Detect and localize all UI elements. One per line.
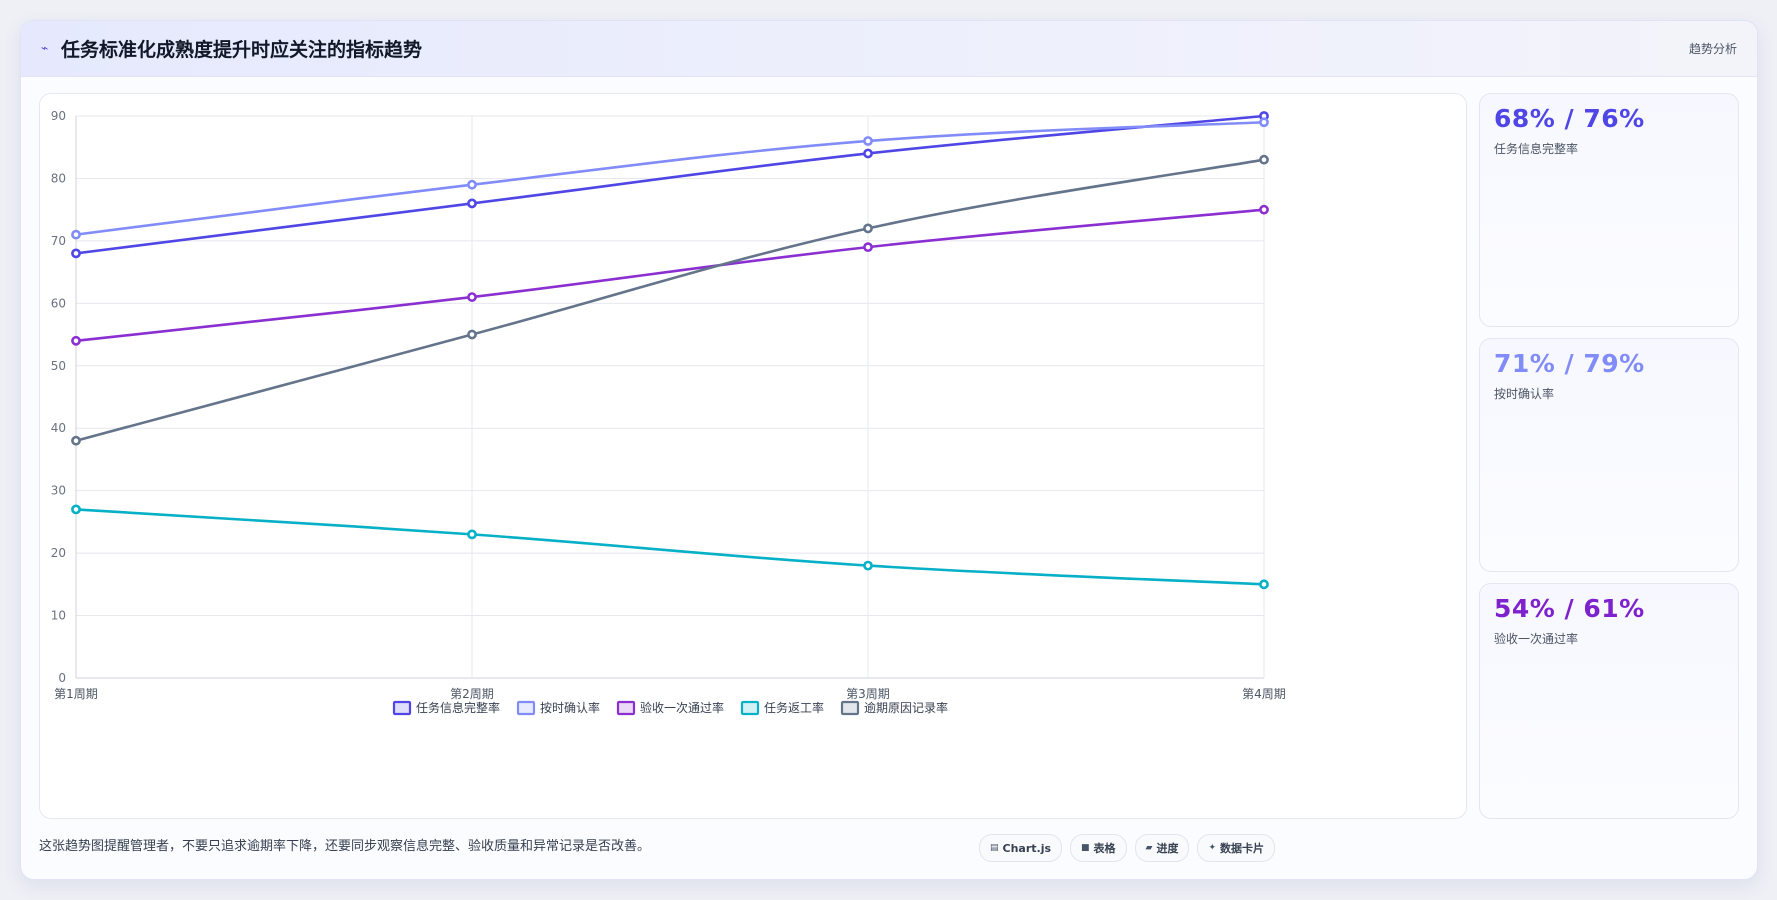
legend-swatch bbox=[392, 700, 412, 716]
y-tick-label: 80 bbox=[51, 171, 66, 185]
y-tick-label: 90 bbox=[51, 109, 66, 123]
legend-label: 按时确认率 bbox=[540, 700, 600, 715]
pill-label: Chart.js bbox=[1002, 841, 1052, 855]
legend-swatch bbox=[516, 700, 536, 716]
chart-icon: ▤ bbox=[990, 843, 999, 853]
data-point bbox=[863, 136, 873, 146]
pill-chartjs[interactable]: ▤ Chart.js bbox=[979, 834, 1063, 862]
series-line bbox=[75, 158, 1265, 442]
stat-label: 按时确认率 bbox=[1494, 387, 1555, 401]
series-line bbox=[75, 508, 1265, 586]
data-point bbox=[467, 179, 477, 190]
series-line bbox=[75, 120, 1265, 236]
y-tick-label: 70 bbox=[51, 234, 66, 248]
pill-progress[interactable]: ▰ 进度 bbox=[1134, 834, 1190, 862]
stat-value: 71% / 79% bbox=[1494, 349, 1645, 378]
line-chart: 0 10 20 30 40 50 60 70 80 90 第1周期 第2周期 第3周期 第4周期任务信息完… bbox=[51, 109, 1286, 716]
progress-icon: ▰ bbox=[1145, 843, 1153, 853]
y-tick-label: 60 bbox=[51, 296, 66, 310]
tech-pills: ▤ Chart.js ■ 表格 ▰ 进度 ✦ 数据卡片 bbox=[979, 834, 1276, 862]
stat-label: 任务信息完整率 bbox=[1494, 142, 1579, 156]
data-point bbox=[863, 242, 873, 253]
legend-swatch bbox=[740, 700, 760, 716]
y-tick-label: 20 bbox=[51, 546, 66, 560]
legend-swatch bbox=[840, 700, 860, 716]
y-tick-label: 50 bbox=[51, 359, 66, 373]
stat-value: 54% / 61% bbox=[1494, 594, 1645, 623]
stat-card-ontime: 71% / 79% 按时确认率 bbox=[1479, 338, 1739, 572]
y-tick-label: 0 bbox=[58, 671, 66, 685]
pill-label: 表格 bbox=[1093, 842, 1116, 855]
data-point bbox=[71, 248, 81, 259]
trend-icon: ⌁ bbox=[41, 41, 49, 55]
stat-label: 验收一次通过率 bbox=[1494, 632, 1579, 646]
pill-table[interactable]: ■ 表格 bbox=[1070, 834, 1127, 862]
stat-card-acceptance: 54% / 61% 验收一次通过率 bbox=[1479, 583, 1739, 819]
y-tick-label: 30 bbox=[51, 484, 66, 498]
data-point bbox=[1259, 204, 1269, 215]
x-tick-label: 第1周期 bbox=[54, 687, 98, 701]
legend-label: 逾期原因记录率 bbox=[864, 700, 948, 715]
stat-value: 68% / 76% bbox=[1494, 104, 1645, 133]
data-point bbox=[71, 335, 81, 346]
legend-label: 验收一次通过率 bbox=[640, 700, 724, 715]
x-tick-label: 第3周期 bbox=[846, 687, 890, 701]
chart-panel: 0 10 20 30 40 50 60 70 80 90 第1周期 第2周期 第3周期 第4周期任务信息完… bbox=[39, 93, 1467, 819]
data-point bbox=[71, 504, 81, 515]
dashboard-card: ⌁ 任务标准化成熟度提升时应关注的指标趋势 趋势分析 0 10 20 30 40 50 60… bbox=[20, 20, 1758, 880]
legend-swatch bbox=[616, 700, 636, 716]
data-point bbox=[467, 198, 477, 209]
pill-datacard[interactable]: ✦ 数据卡片 bbox=[1197, 834, 1276, 862]
data-point bbox=[71, 435, 81, 446]
data-point bbox=[863, 148, 873, 159]
y-tick-label: 10 bbox=[51, 609, 66, 623]
series-line bbox=[75, 114, 1265, 255]
data-point bbox=[863, 223, 873, 234]
sparkle-icon: ✦ bbox=[1208, 843, 1217, 853]
stat-card-completeness: 68% / 76% 任务信息完整率 bbox=[1479, 93, 1739, 327]
legend-label: 任务信息完整率 bbox=[416, 700, 500, 715]
table-icon: ■ bbox=[1081, 843, 1090, 853]
data-point bbox=[467, 329, 477, 340]
data-point bbox=[467, 292, 477, 302]
data-point bbox=[71, 229, 81, 240]
data-point bbox=[467, 529, 477, 540]
data-point bbox=[1259, 579, 1269, 590]
data-point bbox=[1259, 117, 1269, 128]
pill-label: 数据卡片 bbox=[1220, 842, 1265, 855]
x-tick-label: 第4周期 bbox=[1242, 687, 1286, 701]
y-tick-label: 40 bbox=[51, 421, 66, 435]
x-tick-label: 第2周期 bbox=[450, 687, 494, 701]
page-title: 任务标准化成熟度提升时应关注的指标趋势 bbox=[61, 39, 423, 61]
trend-analysis-tag: 趋势分析 bbox=[1688, 42, 1737, 56]
data-point bbox=[863, 560, 873, 571]
legend-label: 任务返工率 bbox=[764, 700, 824, 715]
pill-label: 进度 bbox=[1156, 842, 1179, 855]
footer-note: 这张趋势图提醒管理者，不要只追求逾期率下降，还要同步观察信息完整、验收质量和异常… bbox=[39, 839, 651, 854]
series-line bbox=[75, 208, 1265, 343]
card-header: ⌁ 任务标准化成熟度提升时应关注的指标趋势 趋势分析 bbox=[21, 21, 1757, 77]
data-point bbox=[1259, 154, 1269, 165]
